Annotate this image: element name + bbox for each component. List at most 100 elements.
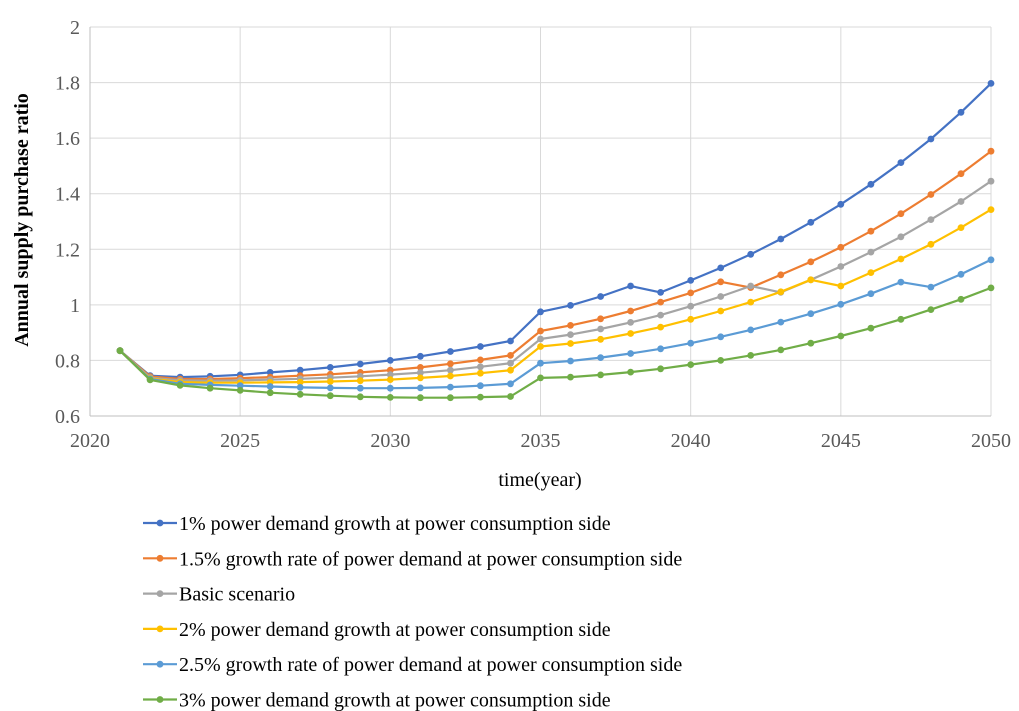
data-point [417,394,424,402]
data-point [897,210,905,218]
data-point [957,198,965,205]
data-point [687,361,695,368]
data-point [657,323,664,331]
data-point [837,243,845,251]
data-point [567,340,574,347]
data-point [477,356,484,364]
data-point [537,327,544,335]
legend-item: 1.5% growth rate of power demand at powe… [143,548,682,570]
data-point [807,218,815,226]
data-point [867,227,875,235]
data-point [627,350,634,357]
data-point [507,352,514,359]
y-tick-label: 2 [70,17,80,39]
data-point [537,374,544,382]
data-point [326,364,334,371]
data-point [597,335,604,343]
data-point [717,307,725,315]
data-point [897,255,905,263]
data-point [777,318,785,326]
data-point [447,372,454,380]
data-point [897,315,905,323]
data-point [356,360,364,368]
data-point [957,270,965,278]
data-point [417,384,424,392]
legend-item: Basic scenario [143,584,295,606]
data-point [386,376,394,383]
axes [89,27,991,417]
data-point [777,271,785,279]
legend-label: 3% power demand growth at power consumpt… [179,690,611,711]
data-point [146,376,154,384]
data-point [897,159,905,167]
data-point [747,298,755,306]
data-point [717,293,725,300]
data-point [867,180,875,188]
data-point [747,352,755,359]
data-point [116,347,124,355]
data-point [807,276,815,284]
data-point [837,300,845,308]
x-tick-label: 2035 [521,430,561,452]
x-axis-label: time(year) [498,469,581,491]
data-point [777,346,785,354]
data-point [807,310,815,318]
data-point [897,233,905,241]
y-tick-label: 1.6 [55,128,80,150]
data-point [537,359,544,367]
y-tick-label: 1.4 [55,184,80,206]
data-point [687,302,695,310]
data-point [687,315,695,323]
data-point [927,191,935,198]
data-point [356,377,364,385]
legend-label: 2.5% growth rate of power demand at powe… [179,654,682,676]
data-point [657,289,664,296]
data-point [627,330,634,337]
data-point [717,264,725,272]
data-point [326,378,334,385]
data-point [477,369,484,377]
data-point [897,278,905,286]
legend-swatch-marker [156,660,164,668]
data-point [987,206,995,214]
data-point [567,373,574,381]
legend-swatch-marker [156,625,164,633]
data-point [987,80,995,87]
data-point [266,389,274,397]
x-tick-label: 2020 [70,430,110,452]
data-point [837,200,845,208]
series-line [119,208,992,384]
data-point [266,369,274,376]
data-point [777,235,785,243]
legend-swatch-marker [156,554,164,562]
data-point [657,311,664,319]
data-point [417,352,424,360]
data-point [356,384,364,392]
data-point [927,216,935,224]
data-point [326,392,334,400]
data-point [477,343,484,350]
data-point [386,384,394,392]
legend-swatch-marker [156,590,164,597]
data-point [477,363,484,371]
series-group [116,80,995,402]
data-point [597,354,604,361]
data-point [537,308,544,316]
data-point [747,250,755,258]
data-point [417,369,424,377]
data-point [987,147,995,155]
series-1 [116,80,995,381]
data-point [987,177,995,185]
data-point [687,277,695,284]
data-point [266,383,274,390]
legend-item: 1% power demand growth at power consumpt… [143,513,611,535]
data-point [296,384,304,391]
series-6 [116,284,995,402]
legend-item: 2% power demand growth at power consumpt… [143,619,611,641]
data-point [447,366,454,374]
data-point [567,357,574,365]
data-point [957,108,965,116]
series-line [119,286,992,399]
